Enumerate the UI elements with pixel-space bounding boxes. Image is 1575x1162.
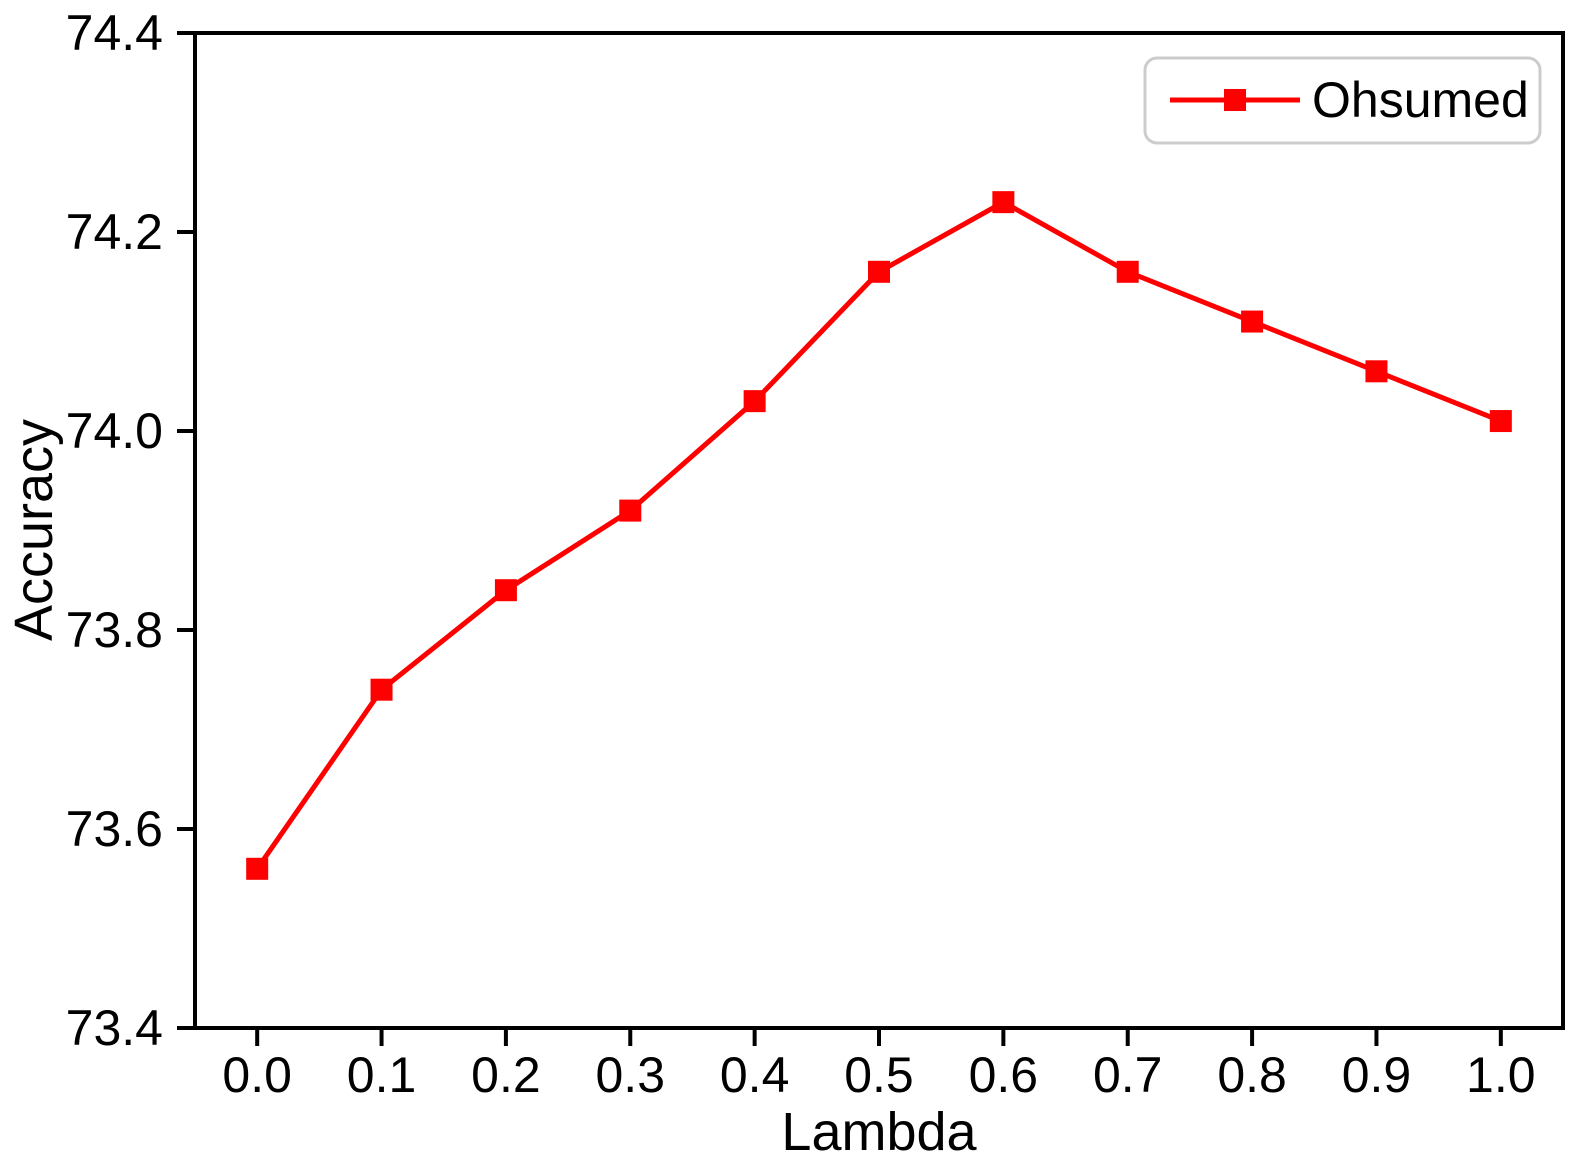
x-tick-label: 0.1: [347, 1047, 417, 1103]
data-point-marker: [1365, 360, 1388, 383]
data-point-marker: [992, 191, 1015, 214]
x-tick-label: 0.7: [1093, 1047, 1163, 1103]
data-point-marker: [246, 857, 269, 880]
y-tick-label: 74.0: [66, 403, 163, 459]
x-tick-label: 0.5: [844, 1047, 914, 1103]
x-tick-label: 0.3: [596, 1047, 666, 1103]
x-tick-label: 0.9: [1342, 1047, 1412, 1103]
data-point-marker: [1241, 310, 1264, 333]
x-tick-label: 1.0: [1466, 1047, 1536, 1103]
legend-box: [1143, 56, 1542, 145]
x-tick-label: 0.8: [1217, 1047, 1287, 1103]
legend: Ohsumed: [1143, 56, 1542, 145]
data-point-marker: [1489, 410, 1512, 433]
x-tick-label: 0.4: [720, 1047, 790, 1103]
y-tick-label: 73.4: [66, 1000, 163, 1056]
y-axis-label: Accuracy: [4, 419, 64, 641]
y-tick-label: 74.4: [66, 5, 163, 61]
y-tick-label: 74.2: [66, 204, 163, 260]
series-line-ohsumed: [255, 199, 1502, 871]
data-point-marker: [494, 579, 517, 602]
x-tick-label: 0.2: [471, 1047, 541, 1103]
y-tick-label: 73.8: [66, 602, 163, 658]
x-tick-label: 0.0: [222, 1047, 292, 1103]
legend-marker-square: [1224, 89, 1246, 111]
x-axis-label: Lambda: [781, 1102, 977, 1162]
axes-spines: [193, 31, 1565, 1030]
data-point-marker: [619, 499, 642, 522]
legend-label: Ohsumed: [1312, 72, 1529, 128]
x-tick-label: 0.6: [969, 1047, 1039, 1103]
plot-area: 0.0 0.1 0.2 0.3 0.4 0.5 0.6 0.7 0.8 0.9 1.0 73.4 73.…: [66, 5, 1565, 1103]
data-point-marker: [370, 678, 393, 701]
data-point-marker: [1116, 260, 1139, 283]
data-point-marker: [868, 260, 890, 283]
y-tick-label: 73.6: [66, 801, 163, 857]
data-point-marker: [743, 390, 766, 413]
